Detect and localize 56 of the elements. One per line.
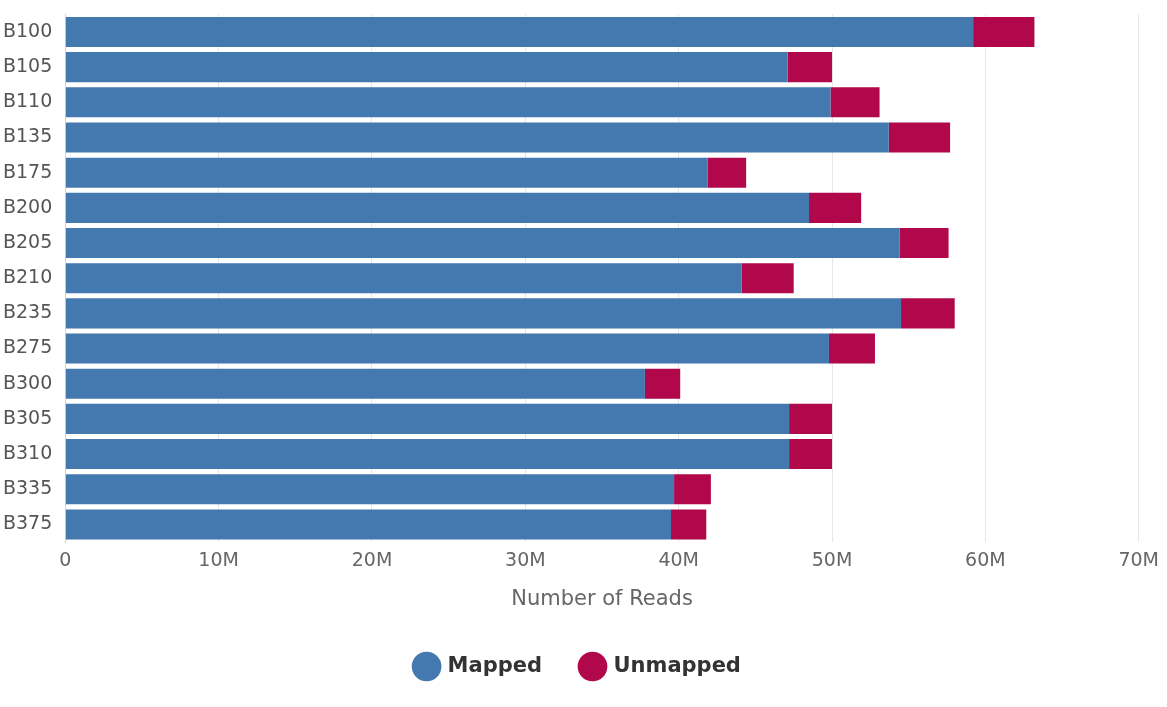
bar	[65, 87, 831, 118]
y-tick-label: B305	[2, 405, 53, 428]
bar	[789, 439, 833, 470]
bar	[828, 333, 875, 364]
bar	[707, 157, 747, 188]
bar	[65, 263, 742, 294]
bar	[65, 157, 708, 188]
x-tick-label: 70M	[1118, 548, 1159, 571]
bar	[65, 122, 889, 153]
bar	[674, 474, 711, 505]
y-tick-label: B310	[2, 441, 53, 463]
bar	[789, 403, 833, 434]
bar	[901, 298, 955, 329]
bar	[888, 122, 951, 153]
bar	[65, 403, 790, 434]
y-tick-label: B210	[2, 265, 53, 288]
bar	[65, 227, 900, 259]
bar	[899, 227, 949, 259]
y-tick-label: B110	[2, 89, 53, 112]
y-tick-label: B200	[2, 194, 53, 217]
bar	[65, 333, 829, 364]
bar	[671, 509, 707, 540]
y-tick-label: B275	[2, 335, 53, 358]
bar	[830, 87, 880, 118]
bar	[65, 192, 810, 223]
y-tick-label: B335	[2, 476, 53, 499]
x-tick-label: 0	[59, 548, 72, 571]
y-tick-label: B300	[2, 370, 53, 393]
bar	[65, 52, 788, 83]
x-tick-label: 20M	[351, 548, 393, 571]
y-tick-label: B135	[2, 124, 53, 147]
x-axis-title: Number of Reads	[511, 585, 693, 610]
bar	[65, 16, 974, 48]
legend-label: Mapped	[447, 652, 543, 677]
bar	[65, 368, 645, 399]
y-tick-label: B235	[2, 300, 53, 323]
x-tick-label: 60M	[965, 548, 1006, 571]
x-tick-label: 10M	[198, 548, 239, 571]
bar	[65, 509, 672, 540]
bar	[644, 368, 681, 399]
y-tick-label: B105	[2, 54, 53, 77]
bar	[809, 192, 862, 223]
y-tick-label: B375	[2, 511, 53, 534]
y-tick-label: B100	[2, 18, 53, 41]
bar	[973, 16, 1035, 48]
x-tick-label: 30M	[505, 548, 546, 571]
bar	[65, 439, 790, 470]
bar	[65, 298, 902, 329]
bar	[787, 52, 833, 83]
y-tick-label: B205	[2, 229, 53, 252]
bar	[65, 474, 675, 505]
x-tick-label: 40M	[658, 548, 699, 571]
x-tick-label: 50M	[811, 548, 853, 571]
bar	[741, 263, 794, 294]
y-tick-label: B175	[2, 159, 53, 182]
legend-label: Unmapped	[613, 652, 741, 677]
